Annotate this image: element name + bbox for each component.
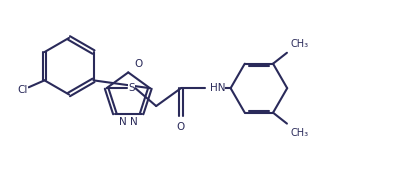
Text: Cl: Cl [18, 85, 28, 95]
Text: O: O [134, 59, 142, 69]
Text: S: S [128, 83, 135, 93]
Text: CH₃: CH₃ [291, 128, 309, 138]
Text: HN: HN [210, 83, 225, 93]
Text: CH₃: CH₃ [291, 39, 309, 49]
Text: N: N [130, 117, 138, 127]
Text: N: N [119, 117, 126, 127]
Text: O: O [177, 122, 185, 132]
